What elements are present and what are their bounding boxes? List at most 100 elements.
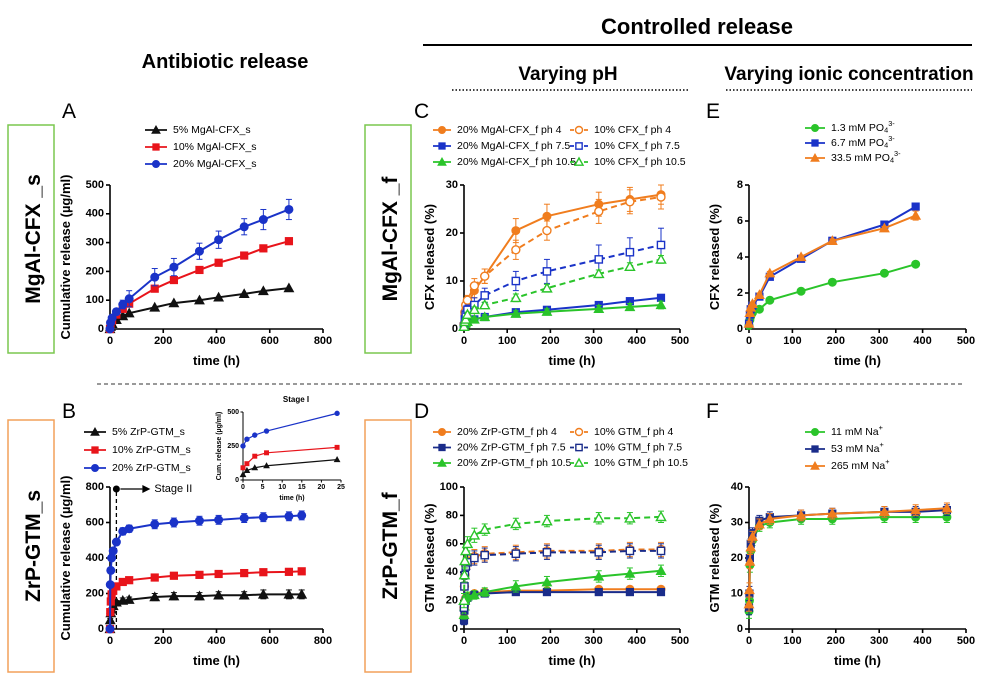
x-tick-label: 600: [261, 335, 279, 347]
series-line: [242, 412, 338, 447]
y-tick-label: 0: [452, 623, 458, 635]
data-point: [594, 548, 604, 557]
x-axis-label: time (h): [834, 653, 881, 668]
data-point: [510, 580, 522, 591]
y-axis-label: CFX released (%): [707, 204, 722, 310]
chart-A: 0 200 400 600 800 0 100 200 300 400 500 time (h) Cum…: [58, 100, 332, 368]
legend-swatch-marker: [810, 460, 820, 470]
data-point: [168, 590, 180, 601]
data-point: [542, 225, 552, 236]
data-point: [283, 588, 295, 599]
data-point: [879, 268, 889, 278]
panel-label: D: [414, 400, 429, 423]
varying-ionic-heading: Varying ionic concentration: [724, 64, 973, 85]
series-line: [748, 214, 917, 324]
data-point: [284, 204, 294, 214]
data-point: [238, 288, 250, 299]
legend-label: 10% CFX_f ph 4: [594, 124, 671, 136]
series-line: [748, 516, 947, 612]
legend-D: 20% ZrP-GTM_f ph 4 20% ZrP-GTM_f ph 7.5 20…: [433, 426, 688, 469]
data-point: [511, 276, 521, 286]
data-point: [764, 267, 776, 278]
data-point: [124, 294, 134, 304]
y-tick-label: 400: [86, 552, 104, 564]
data-point: [108, 546, 118, 556]
series-line: [109, 570, 302, 630]
data-point: [624, 567, 636, 578]
series-D-4: [459, 543, 666, 616]
legend-label: 11 mM Na+: [831, 423, 883, 438]
y-tick-label: 0: [235, 477, 239, 484]
data-point: [745, 541, 757, 552]
legend-swatch-marker: [152, 160, 160, 168]
x-tick-label: 500: [957, 635, 975, 647]
data-point: [911, 202, 920, 211]
data-point: [625, 546, 635, 556]
legend-swatch-marker: [811, 124, 819, 132]
legend-swatch-marker: [811, 445, 819, 453]
x-tick-label: 0: [746, 635, 752, 647]
data-point: [240, 465, 246, 471]
y-tick-label: 60: [446, 538, 458, 550]
series-line: [748, 509, 947, 608]
data-point: [625, 197, 635, 207]
x-axis-label: time (h): [193, 353, 240, 368]
row-label-bottom: ZrP-GTM_s: [7, 419, 55, 673]
data-point: [297, 567, 306, 576]
row-label-top-f: MgAl-CFX _f: [364, 124, 412, 354]
series-F-0: [744, 511, 952, 619]
series-C-5: [458, 253, 667, 331]
panel-label: E: [706, 100, 720, 123]
x-tick-label: 0: [241, 484, 245, 491]
data-point: [468, 589, 480, 600]
legend-label: 10% GTM_f ph 10.5: [594, 457, 688, 469]
x-tick-label: 500: [671, 635, 689, 647]
data-point: [149, 301, 161, 312]
data-point: [150, 272, 160, 282]
data-point: [283, 282, 295, 293]
x-tick-label: 400: [913, 635, 931, 647]
data-point: [469, 281, 480, 291]
data-point: [827, 277, 837, 287]
data-point: [743, 598, 755, 609]
series-line: [463, 515, 662, 601]
data-point: [470, 553, 479, 563]
series-D-5: [458, 510, 667, 609]
data-point: [510, 291, 522, 303]
x-tick-label: 500: [671, 335, 689, 347]
data-point: [334, 410, 340, 417]
data-point: [240, 443, 246, 449]
data-point: [594, 255, 604, 264]
data-point: [123, 594, 135, 604]
data-point: [542, 267, 552, 276]
x-axis-label: time (h): [549, 353, 596, 368]
chart-E: 0 100 200 300 400 500 0 2 4 6 8 time (h) CFX release…: [706, 100, 975, 368]
legend-swatch-marker: [575, 142, 583, 150]
x-tick-label: 0: [461, 335, 467, 347]
series-line: [463, 244, 662, 327]
series-A-0: [104, 282, 295, 334]
legend-swatch-marker: [438, 428, 446, 436]
data-point: [105, 624, 115, 634]
data-point: [333, 456, 341, 463]
data-point: [541, 282, 553, 293]
y-tick-label: 2: [737, 287, 743, 299]
data-point: [594, 206, 604, 217]
y-tick-label: 200: [86, 265, 104, 277]
data-point: [149, 591, 161, 602]
data-point: [511, 549, 521, 559]
data-point: [624, 260, 636, 271]
data-point: [593, 303, 605, 314]
inset-title: Stage I: [283, 395, 309, 404]
data-point: [542, 587, 552, 597]
data-point: [259, 568, 268, 577]
legend-label: 20% MgAl-CFX_s: [173, 158, 256, 170]
y-tick-label: 500: [86, 179, 104, 191]
legend-swatch-marker: [811, 428, 819, 436]
data-point: [297, 510, 307, 520]
y-tick-label: 20: [731, 552, 743, 564]
x-tick-label: 400: [913, 335, 931, 347]
